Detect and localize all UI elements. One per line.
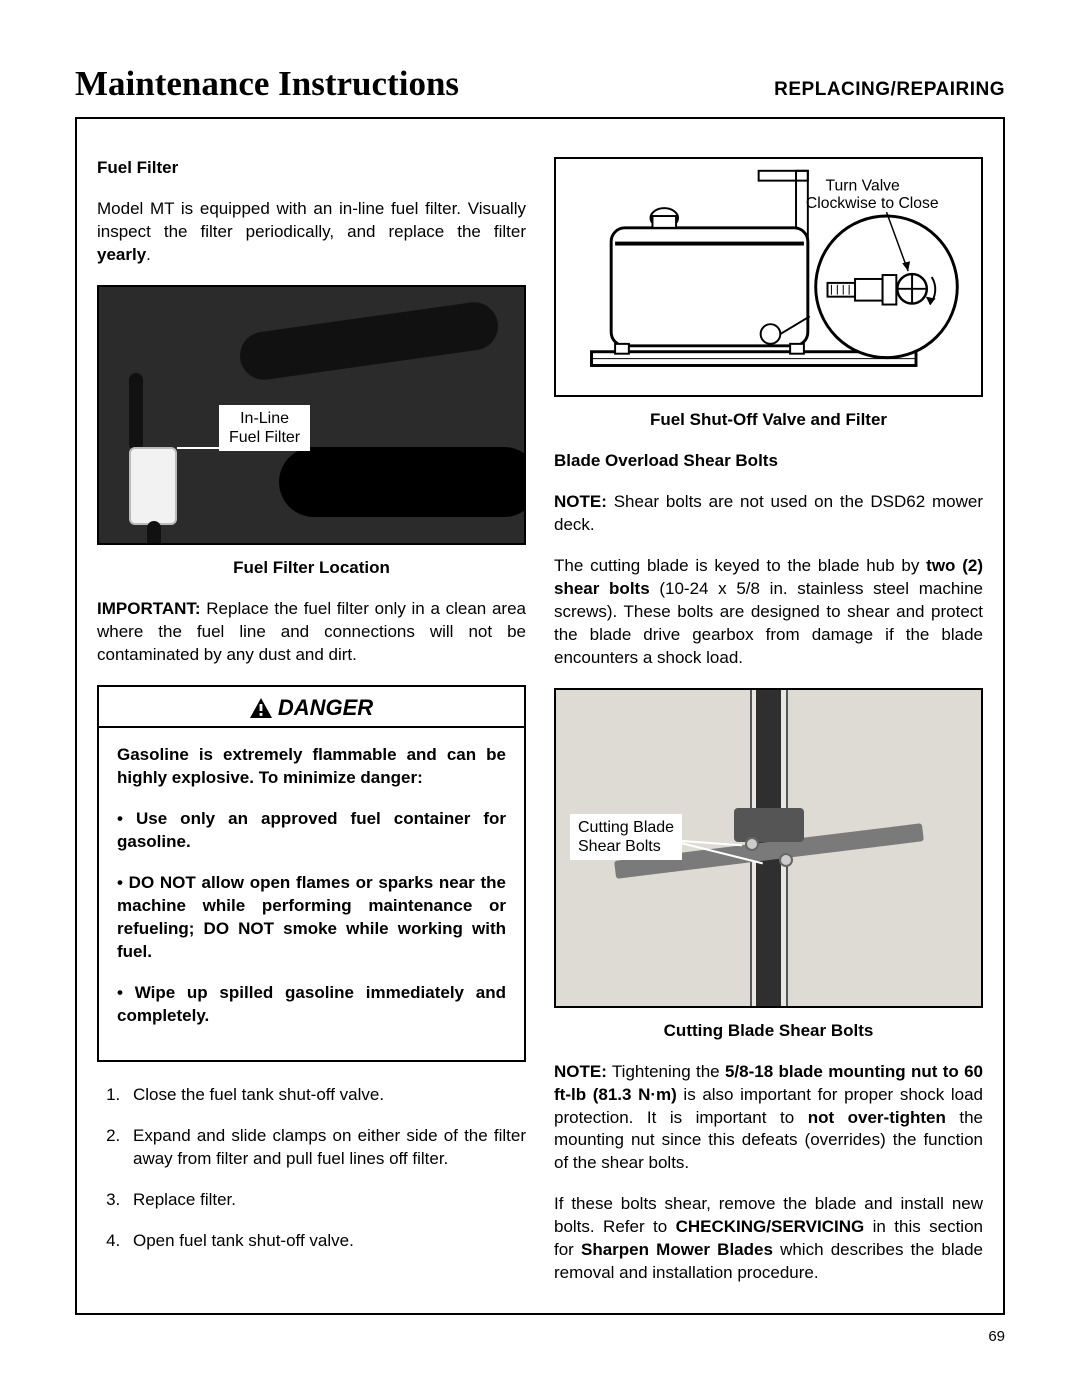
figure-cutting-blade: Cutting Blade Shear Bolts bbox=[554, 688, 983, 1008]
final-paragraph: If these bolts shear, remove the blade a… bbox=[554, 1193, 983, 1285]
text: . bbox=[146, 245, 151, 264]
page-title: Maintenance Instructions bbox=[75, 60, 459, 107]
callout-line: In-Line bbox=[240, 410, 289, 427]
page-number: 69 bbox=[75, 1327, 1005, 1347]
text-bold: yearly bbox=[97, 245, 146, 264]
page-section-label: REPLACING/REPAIRING bbox=[774, 77, 1005, 103]
step: Open fuel tank shut-off valve. bbox=[125, 1230, 526, 1253]
step: Replace filter. bbox=[125, 1189, 526, 1212]
text: The cutting blade is keyed to the blade … bbox=[554, 556, 926, 575]
danger-label: DANGER bbox=[278, 695, 373, 720]
note-label: NOTE: bbox=[554, 1062, 607, 1081]
text: Tightening the bbox=[607, 1062, 725, 1081]
text-bold: CHECKING/SERVICING bbox=[676, 1217, 865, 1236]
warning-icon bbox=[250, 698, 272, 718]
text-bold: not over-tighten bbox=[808, 1108, 946, 1127]
text: Model MT is equipped with an in-line fue… bbox=[97, 199, 526, 241]
note-paragraph: NOTE: Shear bolts are not used on the DS… bbox=[554, 491, 983, 537]
shear-bolts-heading: Blade Overload Shear Bolts bbox=[554, 450, 983, 473]
danger-header: DANGER bbox=[99, 687, 524, 729]
danger-bullet: • DO NOT allow open flames or sparks nea… bbox=[117, 872, 506, 964]
danger-box: DANGER Gasoline is extremely flammable a… bbox=[97, 685, 526, 1062]
callout-line: Shear Bolts bbox=[578, 838, 661, 855]
callout-line: Fuel Filter bbox=[229, 429, 300, 446]
step: Close the fuel tank shut-off valve. bbox=[125, 1084, 526, 1107]
danger-bullet: • Use only an approved fuel container fo… bbox=[117, 808, 506, 854]
figure-callout: In-Line Fuel Filter bbox=[219, 405, 310, 451]
figure-caption: Cutting Blade Shear Bolts bbox=[554, 1020, 983, 1043]
note-label: NOTE: bbox=[554, 492, 607, 511]
callout-line: Turn Valve bbox=[826, 178, 901, 195]
step: Expand and slide clamps on either side o… bbox=[125, 1125, 526, 1171]
left-column: Fuel Filter Model MT is equipped with an… bbox=[97, 157, 526, 1285]
figure-fuel-filter-location: In-Line Fuel Filter bbox=[97, 285, 526, 545]
fuel-filter-heading: Fuel Filter bbox=[97, 157, 526, 180]
figure-callout: Cutting Blade Shear Bolts bbox=[570, 814, 682, 860]
note-paragraph: NOTE: Tightening the 5/8-18 blade mounti… bbox=[554, 1061, 983, 1176]
text-bold: Sharpen Mower Blades bbox=[581, 1240, 773, 1259]
callout-line: Cutting Blade bbox=[578, 819, 674, 836]
callout-line: Clockwise to Close bbox=[806, 195, 939, 212]
text: Shear bolts are not used on the DSD62 mo… bbox=[554, 492, 983, 534]
fuel-filter-paragraph: Model MT is equipped with an in-line fue… bbox=[97, 198, 526, 267]
content-frame: Fuel Filter Model MT is equipped with an… bbox=[75, 119, 1005, 1315]
figure-fuel-shutoff: Turn Valve Clockwise to Close bbox=[554, 157, 983, 397]
danger-intro: Gasoline is extremely flammable and can … bbox=[117, 744, 506, 790]
page-header: Maintenance Instructions REPLACING/REPAI… bbox=[75, 60, 1005, 119]
right-column: Turn Valve Clockwise to Close Fuel Shut-… bbox=[554, 157, 983, 1285]
important-label: IMPORTANT: bbox=[97, 599, 201, 618]
procedure-steps: Close the fuel tank shut-off valve. Expa… bbox=[97, 1084, 526, 1253]
shear-paragraph: The cutting blade is keyed to the blade … bbox=[554, 555, 983, 670]
danger-body: Gasoline is extremely flammable and can … bbox=[99, 728, 524, 1053]
danger-bullet: • Wipe up spilled gasoline immediately a… bbox=[117, 982, 506, 1028]
figure-caption: Fuel Shut-Off Valve and Filter bbox=[554, 409, 983, 432]
figure-caption: Fuel Filter Location bbox=[97, 557, 526, 580]
important-paragraph: IMPORTANT: Replace the fuel filter only … bbox=[97, 598, 526, 667]
